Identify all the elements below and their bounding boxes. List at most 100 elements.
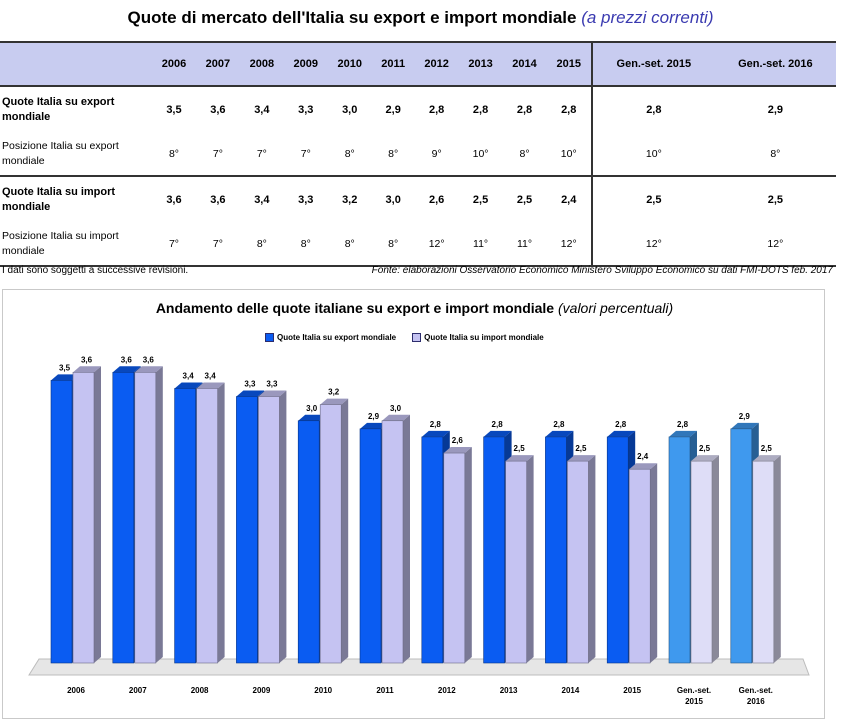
bar-export — [730, 428, 753, 664]
data-label-import: 2,5 — [761, 444, 773, 453]
table-cell: 2,5 — [502, 175, 547, 223]
table-cell: 2,8 — [561, 104, 577, 116]
legend-swatch-export — [265, 333, 274, 342]
table-col-header: 2014 — [502, 41, 547, 87]
table-cell: 3,3 — [283, 175, 328, 223]
table-cell: 3,4 — [254, 104, 270, 116]
table-cell: 8° — [344, 148, 355, 160]
bar-import-side — [94, 366, 101, 663]
table-cell: 2,5 — [458, 175, 503, 223]
table-col-header: Gen.-set. 2015 — [590, 41, 715, 87]
table-cell: 3,6 — [195, 175, 240, 223]
table-cell: 11° — [458, 223, 503, 267]
legend-item-import: Quote Italia su import mondiale — [412, 333, 544, 342]
data-label-import: 3,6 — [81, 355, 93, 364]
bar-export — [483, 436, 505, 664]
table-cell: 2,8 — [472, 104, 489, 116]
x-tick-label: 2012 — [438, 686, 456, 695]
bar-export-top — [730, 422, 759, 429]
data-label-import: 3,2 — [328, 388, 340, 397]
data-label-export: 3,5 — [59, 363, 71, 372]
bar-import — [443, 452, 466, 664]
x-tick-label: 2008 — [191, 686, 209, 695]
table-col-header: 2006 — [152, 41, 196, 87]
bar-import — [196, 388, 218, 664]
bar-export — [236, 396, 258, 664]
data-label-import: 3,0 — [390, 404, 402, 413]
table-col-header: 2007 — [195, 41, 240, 87]
bar-export-top — [360, 422, 388, 429]
table-cell: 10° — [560, 148, 577, 160]
table-col-header: Gen.-set. 2016 — [714, 41, 836, 87]
bar-export-top — [112, 366, 141, 373]
table-cell: 9° — [431, 148, 442, 160]
bar-import — [72, 372, 95, 664]
bar-import-side — [588, 455, 596, 663]
bar-export-top — [483, 430, 512, 437]
table-cell: 2,8 — [590, 86, 715, 133]
table-cell: 11° — [502, 223, 547, 267]
data-label-import: 2,4 — [637, 452, 649, 461]
table-cell: 8° — [519, 148, 530, 160]
x-tick-label: 2009 — [253, 686, 271, 695]
chart-title-main: Andamento delle quote italiane su export… — [155, 300, 555, 316]
table-cell: 2,8 — [516, 104, 533, 116]
legend-item-export: Quote Italia su export mondiale — [265, 333, 396, 342]
bar-import-side — [526, 455, 534, 663]
bar-export — [50, 380, 73, 664]
bar-export — [668, 436, 691, 664]
table-row: Quote Italia su import mondiale 3,6 3,6 3,4… — [0, 175, 836, 223]
table-cell: 7° — [212, 148, 223, 160]
bar-import-side — [650, 463, 658, 663]
table-cell: 3,6 — [152, 175, 196, 223]
table-cell: 10° — [590, 133, 715, 176]
data-label-import: 3,4 — [205, 371, 217, 380]
legend-label-export: Quote Italia su export mondiale — [277, 333, 397, 342]
bar-export — [545, 436, 567, 664]
table-row: Posizione Italia su import mondiale 7° 7° 8… — [0, 223, 836, 267]
bar-export — [421, 436, 444, 664]
bar-import-top — [258, 390, 287, 397]
bar-import-top — [691, 455, 719, 462]
table-row-label: Quote Italia su import mondiale — [0, 175, 152, 223]
table-col-header: 2012 — [414, 41, 459, 87]
bar-export — [112, 372, 135, 664]
x-tick-label: 2015 — [623, 686, 641, 695]
data-label-export: 2,8 — [677, 420, 689, 429]
bar-import — [381, 420, 404, 664]
data-label-export: 2,9 — [368, 412, 380, 421]
bar-import-top — [196, 382, 225, 389]
table-header-corner — [0, 41, 152, 87]
table-col-header: 2015 — [546, 41, 592, 87]
table-cell: 12° — [590, 223, 715, 267]
data-label-export: 2,8 — [492, 420, 504, 429]
bar-import — [319, 404, 342, 664]
table-cell: 3,4 — [239, 175, 284, 223]
bar-import — [134, 372, 157, 664]
table-cell: 2,9 — [767, 104, 783, 116]
table-row: Quote Italia su export mondiale 3,5 3,6 3,4… — [0, 86, 836, 133]
bar-import-side — [155, 366, 163, 663]
data-label-export: 2,8 — [615, 420, 627, 429]
x-tick-label: 2007 — [129, 686, 147, 695]
table-cell: 2,6 — [414, 175, 459, 223]
chart-frame: Andamento delle quote italiane su export… — [2, 289, 825, 719]
table-cell: 7° — [152, 223, 196, 267]
table-cell: 12° — [714, 223, 836, 267]
bar-import — [690, 460, 713, 664]
bar-import — [628, 468, 651, 664]
bar-import-top — [320, 398, 349, 405]
table-row-label: Posizione Italia su export mondiale — [2, 140, 119, 167]
table-row-label: Posizione Italia su import mondiale — [0, 223, 152, 267]
bar-import — [505, 460, 527, 664]
table-cell: 3,6 — [210, 104, 226, 116]
legend-swatch-import — [412, 333, 422, 342]
x-tick-label: 2010 — [314, 686, 332, 695]
table-cell: 8° — [283, 223, 328, 267]
page-title: Quote di mercato dell'Italia su export e… — [0, 8, 841, 28]
table-cell: 8° — [239, 223, 284, 267]
table-cell: 3,5 — [166, 104, 182, 116]
bar-import-side — [464, 447, 472, 663]
table-col-header: 2013 — [458, 41, 503, 87]
table-cell: 3,0 — [371, 175, 415, 223]
